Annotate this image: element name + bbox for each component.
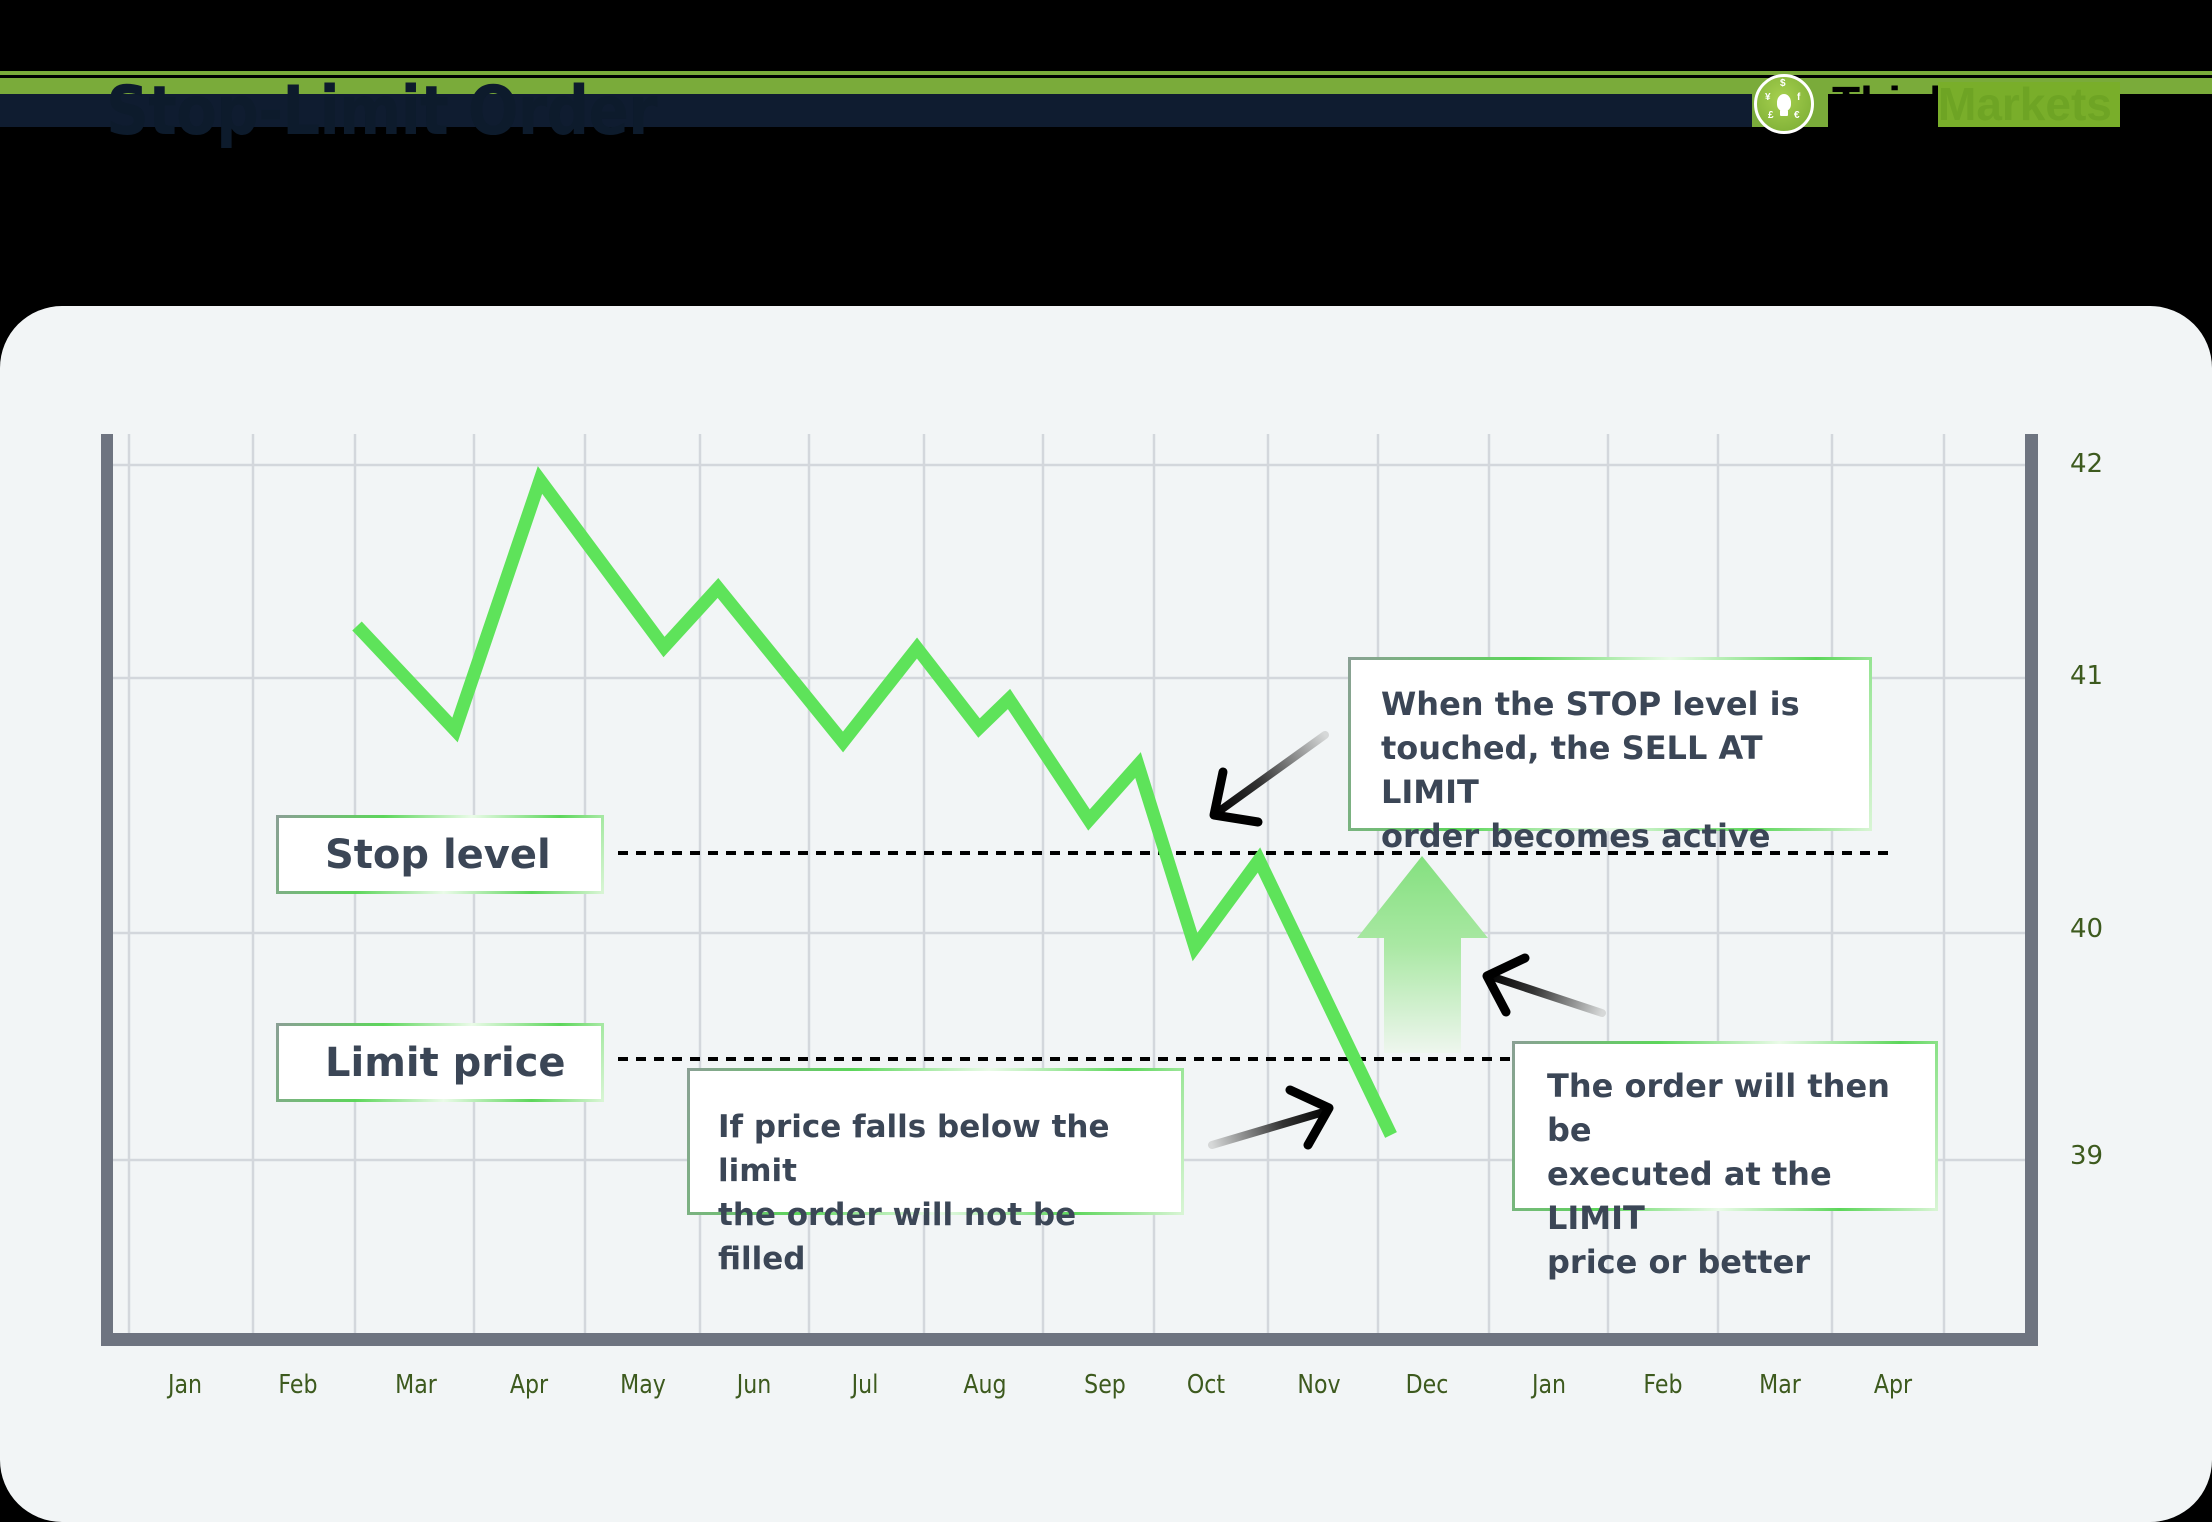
- x-tick-label: Sep: [1084, 1370, 1126, 1400]
- header-accent-line: [0, 71, 2212, 75]
- x-tick-label: Nov: [1297, 1370, 1341, 1400]
- executed-at-limit-note: The order will then be executed at the L…: [1512, 1041, 1938, 1281]
- y-tick-label: 40: [2070, 914, 2104, 944]
- stop-level-label: Stop level: [276, 815, 604, 894]
- header-green-band: [0, 78, 2212, 94]
- right-axis: [2025, 434, 2038, 1346]
- arrow-to-up-arrow-icon: [1482, 953, 1606, 1017]
- price-line: [352, 466, 1397, 1138]
- x-tick-label: Feb: [1643, 1370, 1683, 1400]
- brand-markets: Markets: [1938, 82, 2120, 127]
- page-title: Stop-Limit Order: [106, 72, 658, 151]
- y-tick-label: 41: [2070, 661, 2104, 691]
- left-axis: [101, 434, 113, 1346]
- lightbulb-logo-icon: $ ¥ f £ €: [1754, 74, 1814, 134]
- y-tick-label: 42: [2070, 449, 2104, 479]
- x-tick-label: Aug: [963, 1370, 1007, 1400]
- x-tick-label: Apr: [509, 1370, 549, 1400]
- stop-touched-note: When the STOP level is touched, the SELL…: [1348, 657, 1872, 855]
- x-tick-label: Dec: [1405, 1370, 1449, 1400]
- yen-symbol-icon: ¥: [1765, 92, 1771, 103]
- x-tick-label: Jan: [167, 1370, 203, 1400]
- florin-symbol-icon: f: [1797, 92, 1801, 103]
- lightbulb-icon: [1777, 93, 1791, 116]
- brand-think: Think: [1832, 77, 1955, 129]
- arrow-to-limit-icon: [1208, 1085, 1334, 1150]
- y-tick-label: 39: [2070, 1141, 2104, 1171]
- x-tick-label: Mar: [1759, 1370, 1801, 1400]
- pound-symbol-icon: £: [1768, 110, 1774, 121]
- x-tick-label: Jul: [851, 1370, 879, 1400]
- euro-symbol-icon: €: [1794, 110, 1800, 121]
- dollar-symbol-icon: $: [1780, 78, 1786, 89]
- bottom-axis: [101, 1333, 2038, 1346]
- up-arrow-icon: [1357, 856, 1488, 1053]
- x-tick-label: Apr: [1873, 1370, 1913, 1400]
- limit-price-label: Limit price: [276, 1023, 604, 1102]
- not-filled-note: If price falls below the limit the order…: [687, 1068, 1184, 1277]
- x-tick-label: Jun: [736, 1370, 772, 1400]
- x-tick-label: May: [620, 1370, 666, 1400]
- x-tick-label: Oct: [1186, 1370, 1226, 1400]
- header-navy-band: [0, 94, 1752, 127]
- x-tick-label: Jan: [1531, 1370, 1567, 1400]
- x-tick-label: Feb: [278, 1370, 318, 1400]
- x-tick-label: Mar: [395, 1370, 437, 1400]
- arrow-to-stop-icon: [1209, 731, 1329, 827]
- chart-card: [0, 306, 2212, 1522]
